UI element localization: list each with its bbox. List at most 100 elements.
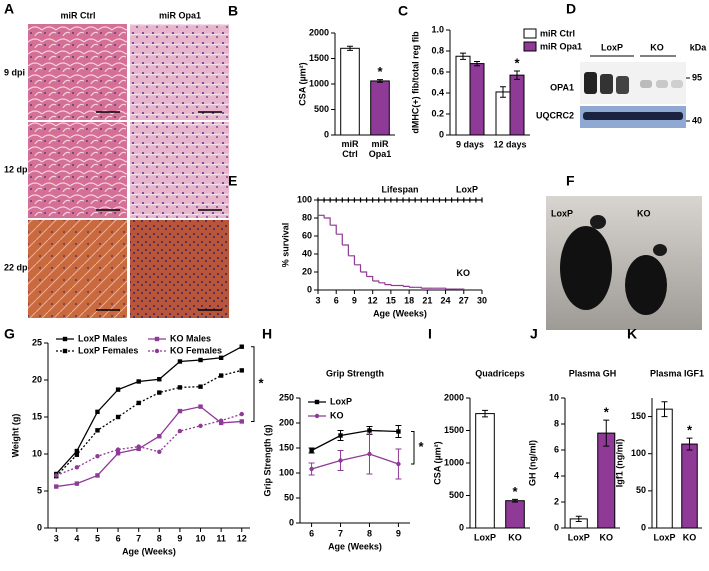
marker — [198, 423, 203, 429]
significance: * — [418, 439, 424, 454]
survival-step — [384, 197, 391, 203]
x-tick-label: LoxP — [568, 532, 590, 542]
error-bar — [460, 52, 466, 60]
line — [311, 453, 399, 470]
panel-letter: B — [228, 3, 238, 19]
marker — [177, 385, 183, 390]
y-axis-label: dMHC(+) fib/total reg fib — [410, 31, 420, 134]
marker — [115, 451, 121, 456]
survival-step — [384, 284, 392, 286]
x-tick-label: LoxP — [653, 532, 675, 542]
marker — [218, 420, 224, 426]
x-tick-label: 7 — [338, 528, 343, 538]
error-bar — [500, 86, 506, 98]
survival-step — [324, 217, 331, 226]
panel-letter: E — [228, 173, 237, 189]
y-tick-label: 0.8 — [431, 45, 444, 55]
row-label: 22 dpi — [4, 262, 30, 272]
y-tick-label: 50 — [284, 492, 294, 502]
marker — [115, 414, 121, 420]
legend-label: KO Females — [170, 345, 222, 355]
y-tick-label: 2000 — [309, 27, 329, 37]
x-tick-label: KO — [508, 532, 522, 542]
y-tick-label: 50 — [636, 485, 646, 495]
legend-marker — [314, 399, 320, 405]
x-tick-label: miR Opa1 — [369, 139, 392, 159]
error-bar — [686, 437, 693, 451]
marker — [198, 384, 203, 389]
x-tick-label: 27 — [459, 295, 469, 305]
row-label: 9 dpi — [4, 67, 25, 77]
survival-step — [330, 224, 337, 235]
survival-step — [353, 197, 361, 203]
x-tick-label: 6 — [334, 295, 339, 305]
y-tick-label: 0 — [554, 522, 559, 532]
panel-letter: D — [566, 1, 576, 17]
line — [56, 405, 242, 488]
survival-step — [414, 197, 422, 203]
y-axis-label: CSA (µm²) — [297, 62, 307, 105]
series-label: LoxP — [456, 184, 478, 194]
y-axis-label: Weight (g) — [10, 414, 20, 458]
x-tick-label: 7 — [136, 533, 141, 543]
x-tick-label: 18 — [404, 295, 414, 305]
marker — [198, 404, 203, 409]
marker — [239, 368, 244, 373]
legend-marker — [62, 348, 68, 354]
survival-step — [438, 197, 446, 203]
x-tick-label: 9 — [177, 533, 182, 543]
x-tick-label: 9 — [352, 295, 357, 305]
y-tick-label: 60 — [302, 230, 312, 240]
marker — [136, 446, 141, 452]
chart-title: Quadriceps — [475, 368, 525, 378]
x-tick-label: 9 — [396, 528, 401, 538]
significance: * — [512, 484, 518, 499]
marker — [95, 454, 100, 459]
x-axis-label: Age (Weeks) — [328, 541, 382, 551]
y-tick-label: 100 — [279, 467, 294, 477]
error-bar — [603, 419, 610, 447]
group-label: LoxP — [601, 42, 623, 52]
bracket — [251, 346, 255, 422]
column-label: miR Ctrl — [60, 10, 95, 20]
bar — [370, 80, 390, 136]
marker — [74, 448, 80, 454]
panel-letter: K — [627, 326, 637, 342]
panel-letter: J — [530, 326, 538, 342]
survival-step — [433, 287, 447, 290]
marker — [338, 433, 343, 438]
mouse-label: LoxP — [551, 208, 573, 218]
marker — [74, 465, 80, 470]
y-tick-label: 1000 — [444, 457, 464, 467]
survival-step — [335, 197, 343, 203]
chart-title: Lifespan — [381, 184, 418, 194]
survival-step — [432, 197, 440, 203]
line — [55, 369, 242, 477]
marker — [95, 409, 100, 415]
survival-step — [372, 197, 379, 203]
significance: * — [604, 405, 610, 420]
y-tick-label: 10 — [549, 392, 559, 402]
marker — [54, 473, 59, 478]
survival-step — [403, 285, 410, 288]
error-bar — [347, 45, 353, 51]
marker — [95, 428, 100, 433]
x-tick-label: 5 — [95, 533, 100, 543]
y-tick-label: 0 — [289, 517, 294, 527]
x-tick-label: 8 — [157, 533, 162, 543]
y-tick-label: 2 — [554, 496, 559, 506]
y-tick-label: 8 — [554, 418, 559, 428]
legend-label: miR Ctrl — [540, 28, 575, 38]
y-axis-label: Igf1 (ng/ml) — [614, 439, 624, 488]
survival-step — [378, 282, 386, 285]
survival-step — [475, 197, 482, 203]
survival-step — [342, 244, 349, 256]
survival-step — [463, 197, 470, 203]
survival-step — [372, 280, 380, 283]
bar — [597, 432, 616, 529]
marker — [396, 461, 401, 467]
error-bar — [377, 79, 383, 83]
marker — [367, 428, 372, 433]
y-tick-label: 0 — [307, 284, 312, 294]
x-tick-label: 12 — [237, 533, 247, 543]
